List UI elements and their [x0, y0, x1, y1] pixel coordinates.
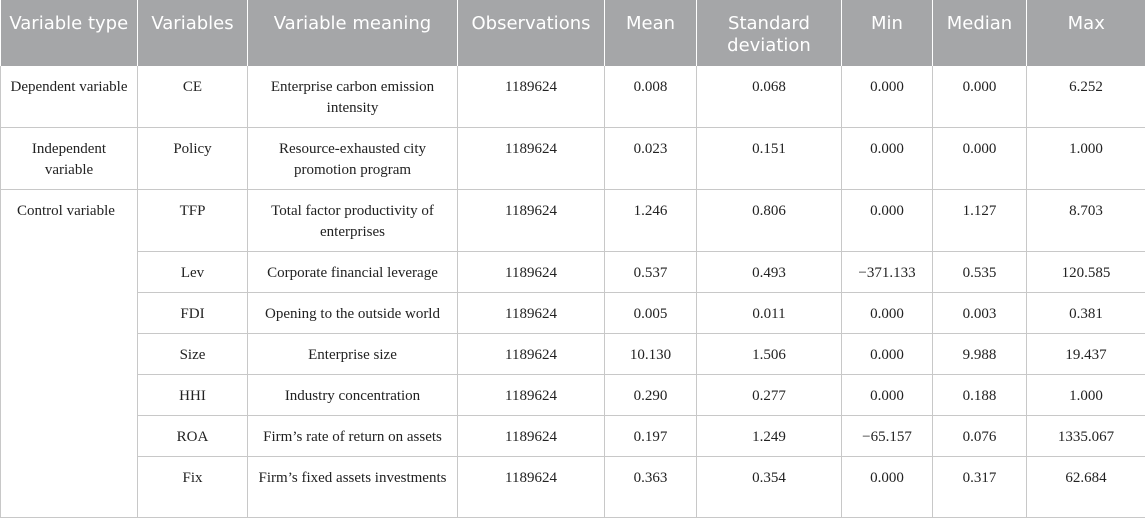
cell-variable-type: Control variable: [1, 190, 138, 518]
cell-min: 0.000: [842, 128, 933, 190]
table-header: Variable type Variables Variable meaning…: [1, 0, 1145, 66]
cell-meaning: Enterprise size: [248, 334, 458, 375]
table-row: ROA Firm’s rate of return on assets 1189…: [1, 416, 1145, 457]
table-row: Size Enterprise size 1189624 10.130 1.50…: [1, 334, 1145, 375]
header-variables: Variables: [138, 0, 248, 66]
cell-median: 0.003: [933, 293, 1027, 334]
header-variable-type: Variable type: [1, 0, 138, 66]
cell-mean: 1.246: [605, 190, 697, 252]
cell-variable: ROA: [138, 416, 248, 457]
cell-median: 0.000: [933, 66, 1027, 128]
cell-max: 8.703: [1027, 190, 1145, 252]
cell-observations: 1189624: [458, 190, 605, 252]
cell-observations: 1189624: [458, 334, 605, 375]
cell-median: 0.535: [933, 252, 1027, 293]
cell-sd: 0.068: [697, 66, 842, 128]
cell-max: 19.437: [1027, 334, 1145, 375]
table-row: Control variable TFP Total factor produc…: [1, 190, 1145, 252]
cell-max: 1.000: [1027, 375, 1145, 416]
header-observations: Observations: [458, 0, 605, 66]
cell-observations: 1189624: [458, 457, 605, 518]
header-median: Median: [933, 0, 1027, 66]
cell-min: −65.157: [842, 416, 933, 457]
table-row: Independent variable Policy Resource-exh…: [1, 128, 1145, 190]
table-row: FDI Opening to the outside world 1189624…: [1, 293, 1145, 334]
cell-sd: 0.354: [697, 457, 842, 518]
cell-min: −371.133: [842, 252, 933, 293]
cell-meaning: Firm’s fixed assets investments: [248, 457, 458, 518]
cell-mean: 10.130: [605, 334, 697, 375]
cell-observations: 1189624: [458, 293, 605, 334]
cell-variable: Fix: [138, 457, 248, 518]
cell-max: 62.684: [1027, 457, 1145, 518]
cell-observations: 1189624: [458, 128, 605, 190]
cell-sd: 1.249: [697, 416, 842, 457]
cell-variable-type: Dependent variable: [1, 66, 138, 128]
cell-max: 1.000: [1027, 128, 1145, 190]
cell-median: 0.317: [933, 457, 1027, 518]
cell-min: 0.000: [842, 66, 933, 128]
header-variable-meaning: Variable meaning: [248, 0, 458, 66]
cell-variable-type: Independent variable: [1, 128, 138, 190]
cell-median: 9.988: [933, 334, 1027, 375]
header-row: Variable type Variables Variable meaning…: [1, 0, 1145, 66]
cell-observations: 1189624: [458, 66, 605, 128]
header-max: Max: [1027, 0, 1145, 66]
cell-max: 0.381: [1027, 293, 1145, 334]
header-min: Min: [842, 0, 933, 66]
cell-meaning: Opening to the outside world: [248, 293, 458, 334]
cell-min: 0.000: [842, 334, 933, 375]
cell-sd: 0.806: [697, 190, 842, 252]
cell-mean: 0.537: [605, 252, 697, 293]
cell-min: 0.000: [842, 457, 933, 518]
cell-meaning: Corporate financial leverage: [248, 252, 458, 293]
cell-variable: FDI: [138, 293, 248, 334]
cell-max: 6.252: [1027, 66, 1145, 128]
cell-max: 1335.067: [1027, 416, 1145, 457]
cell-median: 0.000: [933, 128, 1027, 190]
cell-observations: 1189624: [458, 416, 605, 457]
cell-variable: Policy: [138, 128, 248, 190]
cell-min: 0.000: [842, 375, 933, 416]
cell-sd: 0.011: [697, 293, 842, 334]
cell-meaning: Industry concentration: [248, 375, 458, 416]
header-standard-deviation: Standard deviation: [697, 0, 842, 66]
cell-median: 0.188: [933, 375, 1027, 416]
cell-min: 0.000: [842, 190, 933, 252]
cell-meaning: Resource-exhausted city promotion progra…: [248, 128, 458, 190]
cell-variable: CE: [138, 66, 248, 128]
cell-meaning: Enterprise carbon emission intensity: [248, 66, 458, 128]
table-row: Dependent variable CE Enterprise carbon …: [1, 66, 1145, 128]
cell-mean: 0.005: [605, 293, 697, 334]
cell-variable: HHI: [138, 375, 248, 416]
table-row: Fix Firm’s fixed assets investments 1189…: [1, 457, 1145, 518]
cell-variable: TFP: [138, 190, 248, 252]
cell-mean: 0.197: [605, 416, 697, 457]
cell-min: 0.000: [842, 293, 933, 334]
cell-median: 1.127: [933, 190, 1027, 252]
cell-max: 120.585: [1027, 252, 1145, 293]
cell-median: 0.076: [933, 416, 1027, 457]
cell-meaning: Firm’s rate of return on assets: [248, 416, 458, 457]
cell-mean: 0.008: [605, 66, 697, 128]
cell-meaning: Total factor productivity of enterprises: [248, 190, 458, 252]
cell-sd: 0.277: [697, 375, 842, 416]
cell-sd: 1.506: [697, 334, 842, 375]
table-body: Dependent variable CE Enterprise carbon …: [1, 66, 1145, 518]
table-row: HHI Industry concentration 1189624 0.290…: [1, 375, 1145, 416]
cell-mean: 0.290: [605, 375, 697, 416]
cell-observations: 1189624: [458, 375, 605, 416]
table-row: Lev Corporate financial leverage 1189624…: [1, 252, 1145, 293]
header-mean: Mean: [605, 0, 697, 66]
cell-mean: 0.363: [605, 457, 697, 518]
cell-variable: Size: [138, 334, 248, 375]
cell-sd: 0.493: [697, 252, 842, 293]
cell-mean: 0.023: [605, 128, 697, 190]
cell-variable: Lev: [138, 252, 248, 293]
cell-sd: 0.151: [697, 128, 842, 190]
cell-observations: 1189624: [458, 252, 605, 293]
